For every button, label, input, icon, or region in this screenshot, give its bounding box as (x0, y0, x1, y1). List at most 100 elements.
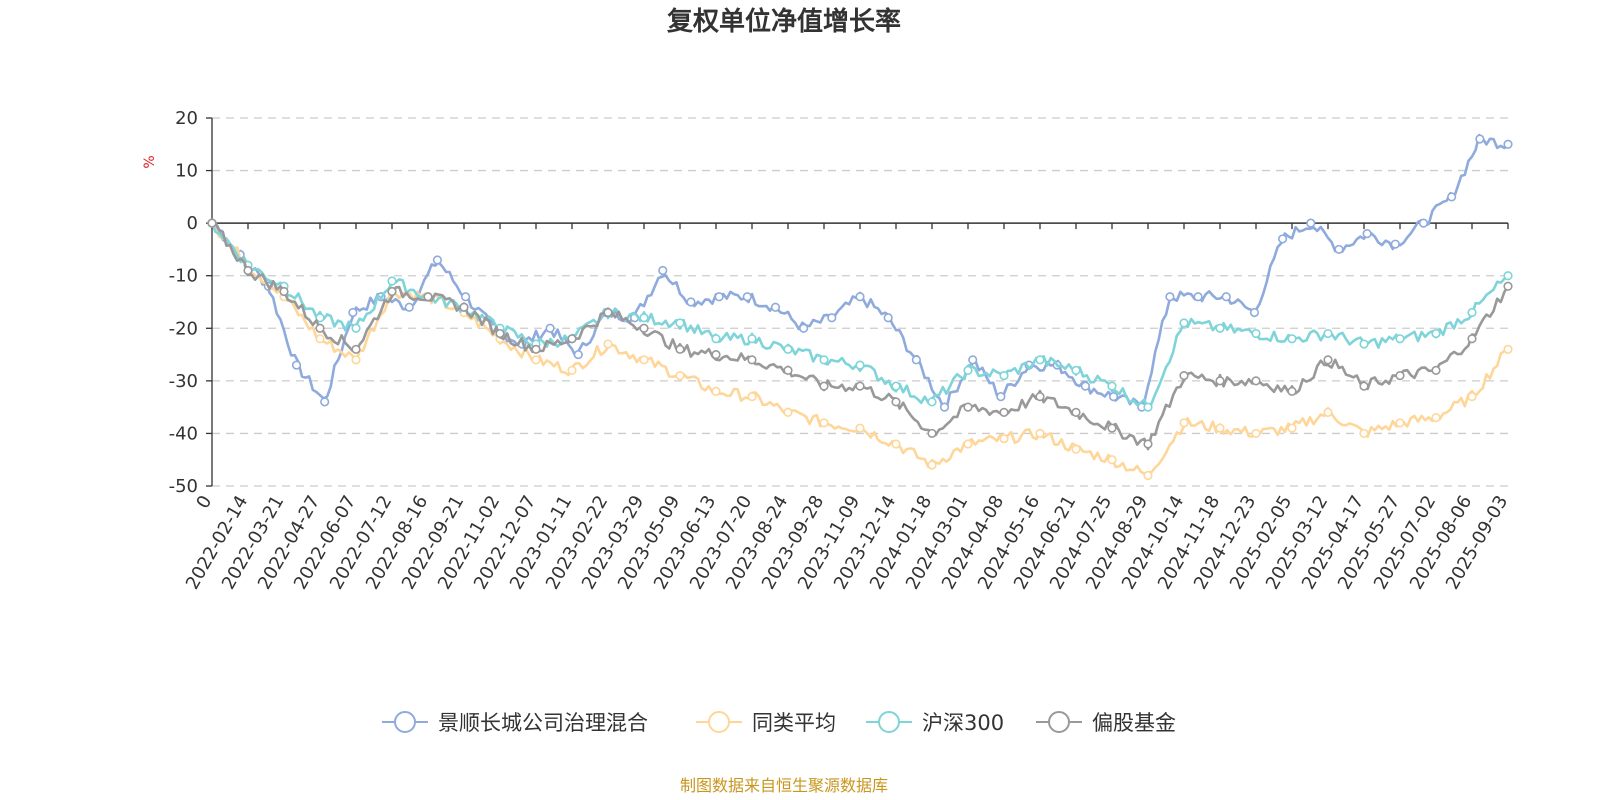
data-point (603, 307, 613, 318)
data-point (1431, 365, 1441, 375)
data-point (675, 371, 685, 381)
legend-item[interactable]: 沪深300 (866, 711, 1004, 735)
data-point (747, 392, 757, 402)
data-point (1179, 318, 1189, 328)
data-point (747, 355, 757, 365)
data-point (963, 365, 973, 375)
data-point (855, 360, 865, 370)
data-point (1143, 439, 1153, 449)
y-tick-label: -10 (169, 266, 198, 287)
legend[interactable]: 景顺长城公司治理混合 同类平均 沪深300 偏股基金 (382, 711, 1176, 735)
data-point (348, 307, 358, 318)
data-point (1035, 392, 1045, 402)
data-point (459, 302, 469, 312)
data-point (207, 218, 217, 228)
data-point (639, 313, 649, 323)
data-point (315, 323, 325, 333)
data-point (827, 313, 837, 323)
data-point (495, 328, 505, 339)
legend-label: 沪深300 (922, 711, 1004, 735)
data-point (1035, 355, 1045, 365)
data-point (573, 349, 583, 360)
data-point (747, 334, 757, 344)
data-point (999, 434, 1009, 444)
data-point (686, 297, 696, 307)
data-point (783, 407, 793, 418)
data-point (1179, 418, 1189, 428)
data-point (1306, 218, 1316, 228)
data-point (963, 402, 973, 412)
data-point (1395, 371, 1405, 381)
data-point (1071, 365, 1081, 375)
data-point (891, 397, 901, 407)
data-point (819, 355, 829, 365)
data-point (1251, 428, 1261, 439)
data-point (1215, 323, 1225, 333)
data-point (770, 302, 781, 312)
source-note: 制图数据来自恒生聚源数据库 (680, 776, 888, 795)
data-point (742, 292, 752, 302)
data-point (567, 365, 577, 375)
data-point (1215, 423, 1225, 433)
data-point (1390, 239, 1400, 249)
data-point (351, 355, 361, 365)
data-point (1475, 134, 1485, 144)
data-point (567, 334, 577, 344)
y-tick-label: -40 (169, 423, 198, 444)
data-point (927, 460, 937, 470)
chart-title: 复权单位净值增长率 (667, 6, 901, 37)
data-point (545, 323, 555, 333)
data-point (1278, 234, 1288, 244)
data-point (639, 323, 649, 333)
y-tick-label: -20 (169, 318, 198, 339)
legend-label: 同类平均 (752, 711, 836, 735)
data-point (1447, 192, 1457, 202)
data-point (1287, 423, 1297, 433)
data-point (999, 371, 1009, 381)
data-point (639, 355, 649, 365)
data-point (1503, 344, 1513, 354)
x-tick-label: 0 (192, 492, 216, 512)
data-point (279, 286, 289, 297)
data-point (783, 344, 793, 354)
data-point (1143, 470, 1153, 481)
data-point (1165, 292, 1175, 302)
data-point (404, 302, 414, 312)
data-point (999, 407, 1009, 418)
data-point (891, 381, 901, 391)
data-point (855, 292, 865, 302)
data-point (855, 423, 865, 433)
data-point (1108, 392, 1119, 402)
data-point (315, 313, 325, 323)
data-point (603, 339, 613, 349)
data-point (1193, 292, 1203, 302)
legend-label: 偏股基金 (1092, 711, 1176, 735)
data-point (1221, 292, 1231, 302)
series-line (210, 222, 1509, 475)
y-tick-label: 20 (175, 108, 198, 129)
data-point (291, 360, 302, 370)
legend-item[interactable]: 景顺长城公司治理混合 (382, 711, 648, 735)
data-point (911, 355, 921, 365)
data-point (1215, 376, 1225, 386)
data-point (1359, 381, 1369, 391)
series-line (211, 221, 1510, 451)
data-point (460, 292, 471, 302)
axes: 20100-10-20-30-40-5002022-02-142022-03-2… (169, 108, 1513, 593)
data-point (1071, 444, 1081, 454)
data-point (1431, 413, 1441, 423)
data-point (1323, 328, 1333, 339)
legend-item[interactable]: 偏股基金 (1036, 711, 1176, 735)
data-point (351, 344, 361, 354)
data-point (1395, 418, 1405, 428)
data-point (1071, 407, 1081, 418)
data-point (1395, 334, 1405, 344)
legend-item[interactable]: 同类平均 (696, 711, 836, 735)
data-point (711, 386, 721, 396)
data-point (675, 344, 685, 354)
series-lines (207, 133, 1513, 481)
data-point (243, 265, 253, 276)
legend-marker (1048, 711, 1070, 733)
data-point (1035, 428, 1045, 439)
